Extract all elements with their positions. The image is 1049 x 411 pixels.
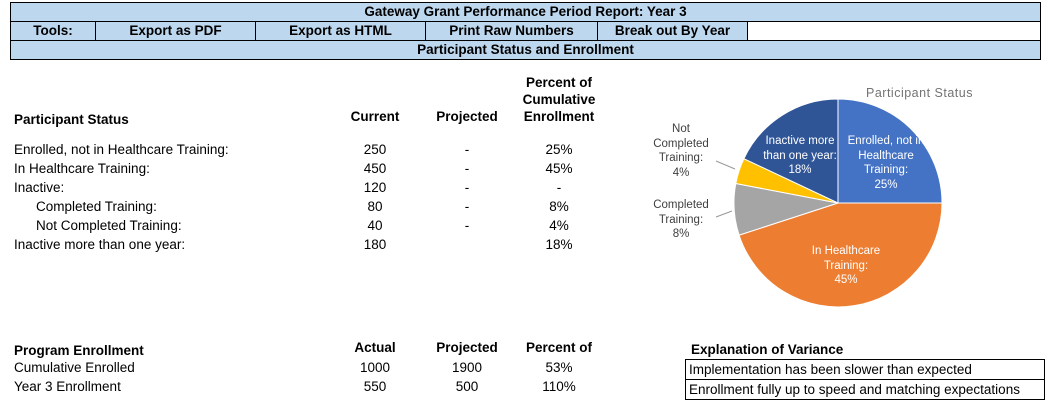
pie-slice-4 — [743, 98, 839, 204]
col-header-current: Current — [350, 108, 400, 124]
percent-value: 18% — [545, 236, 573, 252]
chart-title: Participant Status — [866, 86, 973, 100]
pie-slice-1 — [738, 202, 943, 308]
percent-value: 25% — [545, 141, 573, 157]
status-row: Enrolled, not in Healthcare Training: 25… — [14, 140, 619, 159]
row-label: Inactive: — [14, 179, 65, 195]
row-label: In Healthcare Training: — [14, 160, 150, 176]
row-label: Inactive more than one year: — [14, 236, 186, 252]
actual-value: 550 — [363, 378, 387, 394]
current-value: 180 — [363, 236, 387, 252]
col-header-percent: Percent of — [525, 340, 593, 355]
variance-note: Enrollment fully up to speed and matchin… — [685, 379, 1045, 400]
projected-value: - — [464, 198, 470, 214]
report-title: Gateway Grant Performance Period Report:… — [10, 2, 1041, 22]
row-label: Cumulative Enrolled — [14, 359, 135, 375]
percent-value: 110% — [542, 378, 576, 394]
percent-value: - — [556, 179, 562, 195]
current-value: 80 — [367, 198, 383, 214]
section-title: Participant Status and Enrollment — [10, 40, 1041, 60]
status-row: In Healthcare Training: 450 - 45% — [14, 159, 619, 178]
program-enrollment-table: Program Enrollment Actual Projected Perc… — [14, 340, 619, 396]
projected-value: - — [464, 160, 470, 176]
tools-label: Tools: — [10, 21, 96, 41]
variance-note: Implementation has been slower than expe… — [685, 359, 1045, 380]
variance-section: Explanation of Variance Implementation h… — [685, 340, 1045, 400]
projected-value: - — [464, 217, 470, 233]
projected-value — [421, 235, 513, 254]
col-header-projected: Projected — [436, 340, 498, 355]
current-value: 120 — [363, 179, 387, 195]
report-header: Gateway Grant Performance Period Report:… — [10, 2, 1041, 60]
tools-row-spacer — [747, 21, 1041, 41]
col-header-projected: Projected — [436, 108, 498, 124]
participant-status-chart: Participant Status Enrolled, not in Heal… — [628, 60, 1049, 370]
print-raw-numbers-button[interactable]: Print Raw Numbers — [425, 21, 598, 41]
current-value: 40 — [367, 217, 383, 233]
row-label: Not Completed Training: — [36, 217, 182, 233]
percent-value: 8% — [549, 198, 569, 214]
projected-value: 500 — [455, 378, 479, 394]
export-html-button[interactable]: Export as HTML — [255, 21, 426, 41]
projected-value: - — [464, 141, 470, 157]
current-value: 250 — [363, 141, 387, 157]
actual-value: 1000 — [359, 359, 391, 375]
projected-value: - — [464, 179, 470, 195]
row-label: Enrolled, not in Healthcare Training: — [14, 141, 229, 157]
enrollment-row: Year 3 Enrollment 550 500 110% — [14, 377, 619, 396]
col-header-percent-cumulative: Percent of Cumulative Enrollment — [522, 75, 596, 124]
leader-line-completed — [715, 210, 733, 218]
pie-chart-svg — [715, 98, 943, 308]
participant-status-title: Participant Status — [14, 111, 129, 127]
col-header-actual: Actual — [354, 340, 396, 355]
projected-value: 1900 — [451, 359, 483, 375]
participant-status-table: Participant Status Current Projected Per… — [14, 75, 619, 254]
percent-value: 4% — [549, 217, 569, 233]
status-row: Inactive: 120 - - — [14, 178, 619, 197]
row-label: Completed Training: — [36, 198, 157, 214]
program-enrollment-title: Program Enrollment — [14, 342, 144, 358]
leader-line-not-completed — [715, 160, 736, 170]
current-value: 450 — [363, 160, 387, 176]
break-out-by-year-button[interactable]: Break out By Year — [597, 21, 748, 41]
status-row: Completed Training: 80 - 8% — [14, 197, 619, 216]
pie-slice-0 — [837, 98, 943, 204]
status-row: Not Completed Training: 40 - 4% — [14, 216, 619, 235]
status-row: Inactive more than one year: 180 18% — [14, 235, 619, 254]
row-label: Year 3 Enrollment — [14, 378, 121, 394]
export-pdf-button[interactable]: Export as PDF — [95, 21, 256, 41]
percent-value: 45% — [545, 160, 573, 176]
variance-title: Explanation of Variance — [691, 342, 844, 357]
percent-value: 53% — [545, 359, 573, 375]
enrollment-row: Cumulative Enrolled 1000 1900 53% — [14, 358, 619, 377]
